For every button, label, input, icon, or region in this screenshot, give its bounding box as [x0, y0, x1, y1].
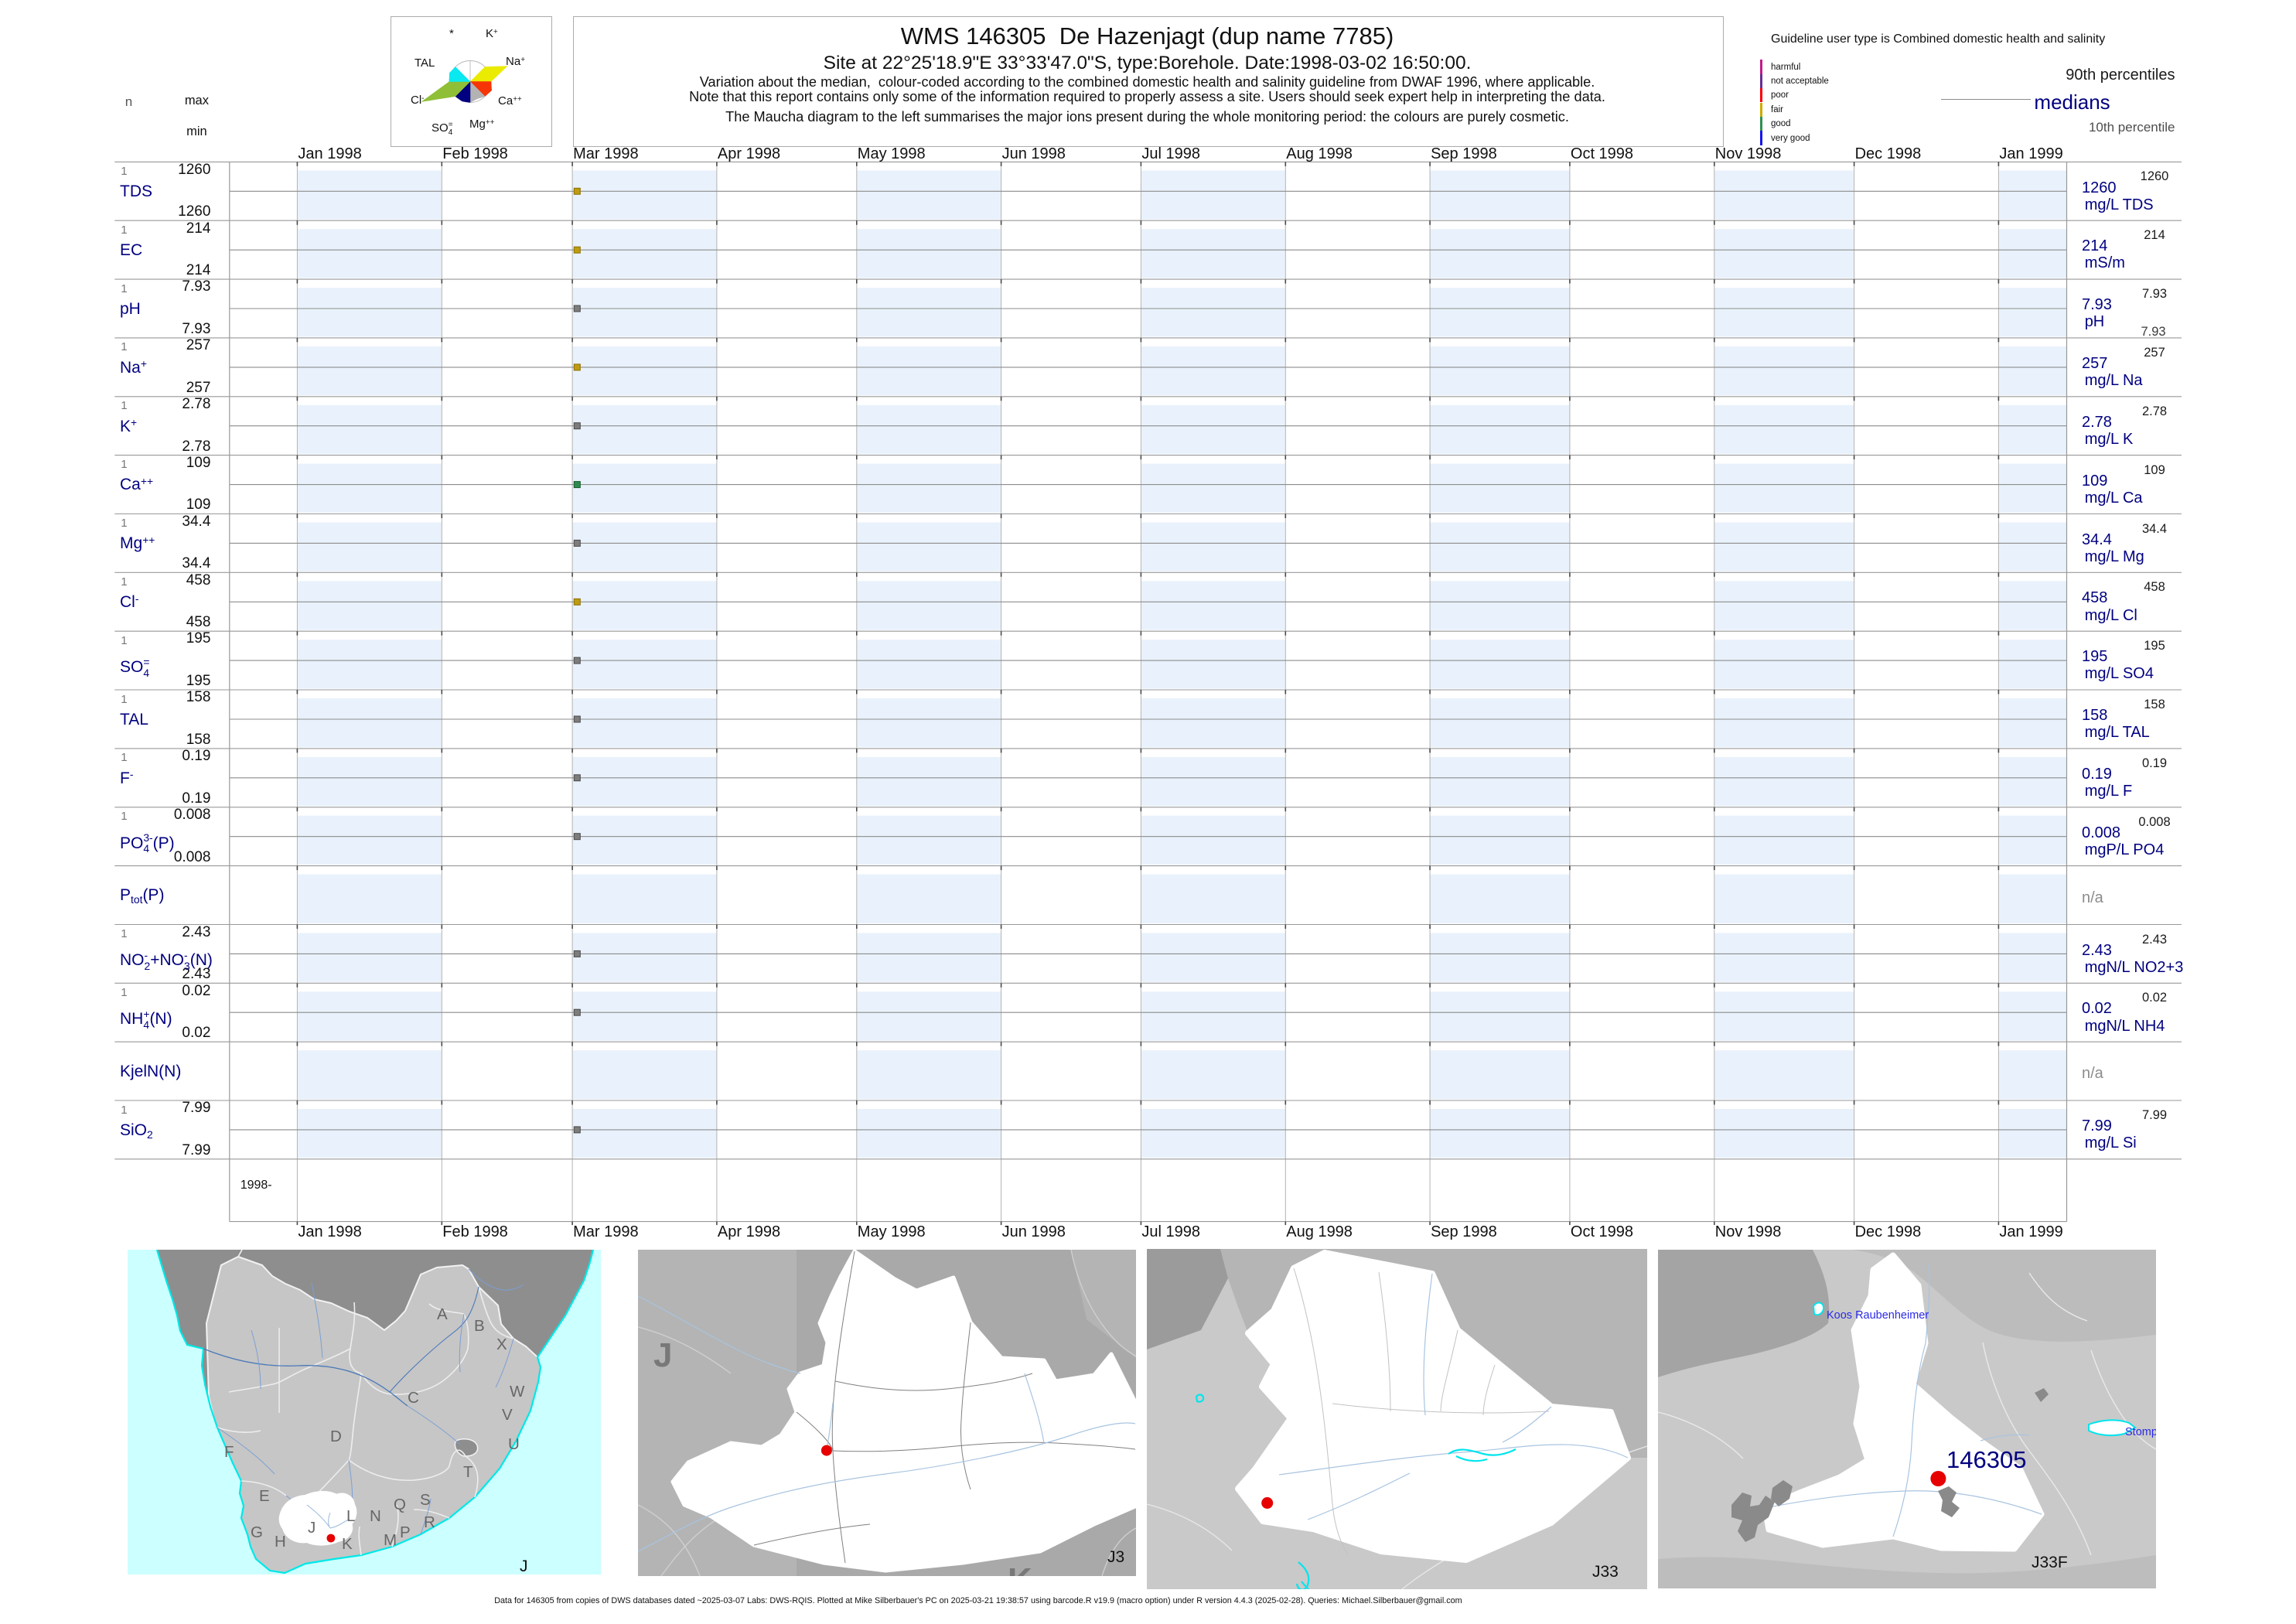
svg-text:A: A [437, 1305, 448, 1323]
svg-text:F: F [224, 1443, 234, 1461]
svg-text:Stompo: Stompo [2125, 1426, 2156, 1438]
svg-text:J: J [653, 1336, 672, 1374]
svg-text:K: K [1008, 1561, 1032, 1576]
svg-text:H: H [275, 1533, 286, 1551]
svg-text:T: T [463, 1463, 473, 1481]
svg-text:E: E [259, 1487, 270, 1505]
svg-text:X: X [496, 1336, 507, 1353]
svg-text:U: U [508, 1435, 520, 1453]
svg-text:K: K [342, 1535, 353, 1553]
svg-text:Koos Raubenheimer: Koos Raubenheimer [1827, 1309, 1929, 1322]
svg-text:Q: Q [394, 1496, 406, 1513]
svg-text:B: B [474, 1317, 485, 1335]
svg-text:146305: 146305 [1946, 1446, 2026, 1473]
svg-text:J3: J3 [1107, 1548, 1124, 1566]
svg-text:R: R [424, 1513, 435, 1531]
svg-text:J33: J33 [1592, 1563, 1619, 1581]
svg-text:N: N [370, 1507, 381, 1525]
svg-text:V: V [502, 1406, 513, 1424]
svg-text:P: P [400, 1523, 411, 1541]
svg-text:G: G [251, 1523, 263, 1541]
svg-text:S: S [420, 1491, 431, 1509]
svg-text:J: J [520, 1557, 528, 1575]
svg-text:M: M [384, 1531, 397, 1549]
svg-text:C: C [408, 1389, 419, 1407]
svg-text:J: J [308, 1519, 316, 1537]
svg-text:W: W [510, 1383, 525, 1401]
svg-text:D: D [330, 1428, 342, 1445]
svg-text:J33F: J33F [2032, 1554, 2068, 1571]
svg-text:L: L [346, 1507, 355, 1525]
